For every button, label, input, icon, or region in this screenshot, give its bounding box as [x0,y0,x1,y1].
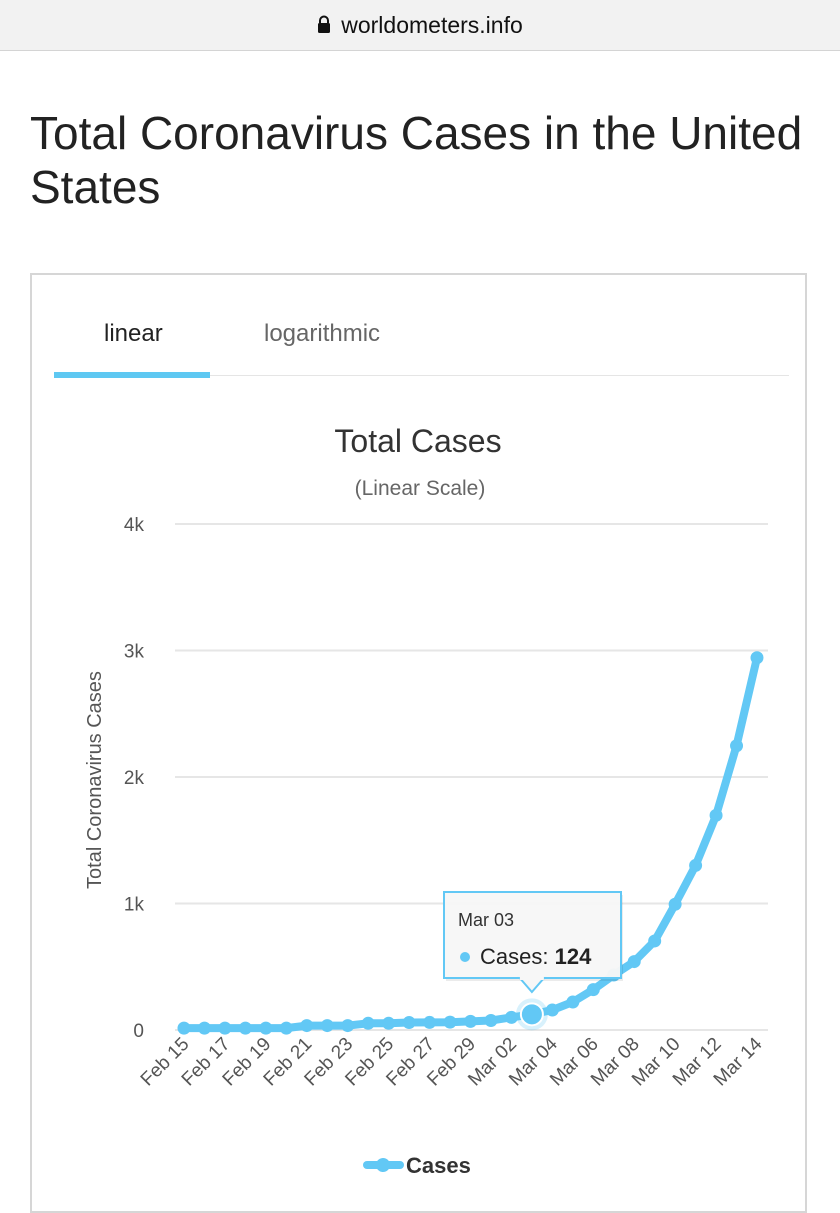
cases-point[interactable] [648,934,662,948]
cases-point[interactable] [443,1015,457,1029]
chart-title: Total Cases [334,423,501,459]
tab-logarithmic[interactable]: logarithmic [264,320,381,347]
legend-label[interactable]: Cases [406,1153,471,1178]
cases-point[interactable] [361,1016,375,1030]
chart-subtitle: (Linear Scale) [355,477,486,500]
cases-point[interactable] [668,897,682,911]
tooltip-box [443,891,622,979]
cases-point[interactable] [627,955,641,969]
cases-series[interactable] [177,651,764,1035]
cases-point[interactable] [423,1015,437,1029]
y-tick-label: 0 [133,1021,144,1042]
cases-point[interactable] [259,1021,273,1035]
lock-icon [318,15,331,33]
y-tick-label: 4k [124,515,145,536]
cases-point[interactable] [464,1014,477,1028]
cases-point[interactable] [730,739,744,753]
cases-point[interactable] [566,995,580,1009]
cases-point[interactable] [586,983,600,997]
tooltip-date: Mar 03 [458,910,514,930]
scale-tabs: linear logarithmic [54,275,789,378]
cases-point[interactable] [300,1019,314,1033]
y-tick-label: 1k [124,895,145,916]
tab-linear[interactable]: linear [104,320,163,347]
y-axis-ticks: 0 1k 2k 3k 4k [124,515,145,1042]
chart-card: linear logarithmic Total Cases (Linear S… [30,273,807,1213]
page-title: Total Coronavirus Cases in the United St… [30,107,803,213]
cases-point[interactable] [197,1021,211,1035]
cases-point[interactable] [382,1016,396,1030]
y-axis-title: Total Coronavirus Cases [84,671,106,889]
active-tab-indicator [54,372,210,378]
cases-point[interactable] [484,1014,498,1028]
cases-point[interactable] [279,1021,293,1035]
cases-point[interactable] [320,1019,334,1033]
tooltip-series-label: Cases: 124 [480,944,592,969]
cases-point[interactable] [750,651,764,665]
cases-point[interactable] [504,1010,518,1024]
cases-point[interactable] [689,858,703,872]
browser-url-bar[interactable]: worldometers.info [0,0,840,51]
total-cases-chart: Total Cases (Linear Scale) Total Coronav… [84,423,768,1178]
y-tick-label: 2k [124,768,145,789]
legend[interactable]: Cases [363,1153,471,1178]
cases-point[interactable] [709,808,723,822]
highlight-point [519,1002,544,1027]
cases-point[interactable] [402,1016,416,1030]
url-text: worldometers.info [341,11,523,38]
y-tick-label: 3k [124,642,145,663]
cases-point[interactable] [218,1021,232,1035]
cases-point[interactable] [545,1003,559,1017]
tooltip-pointer-cover [519,976,544,980]
tooltip: Mar 03 Cases: 124 [443,891,623,1031]
cases-point[interactable] [177,1021,191,1035]
tooltip-series-dot [460,952,470,962]
legend-marker [376,1158,390,1172]
tooltip-value: 124 [555,944,592,969]
cases-point[interactable] [238,1021,252,1035]
cases-point[interactable] [341,1019,355,1033]
